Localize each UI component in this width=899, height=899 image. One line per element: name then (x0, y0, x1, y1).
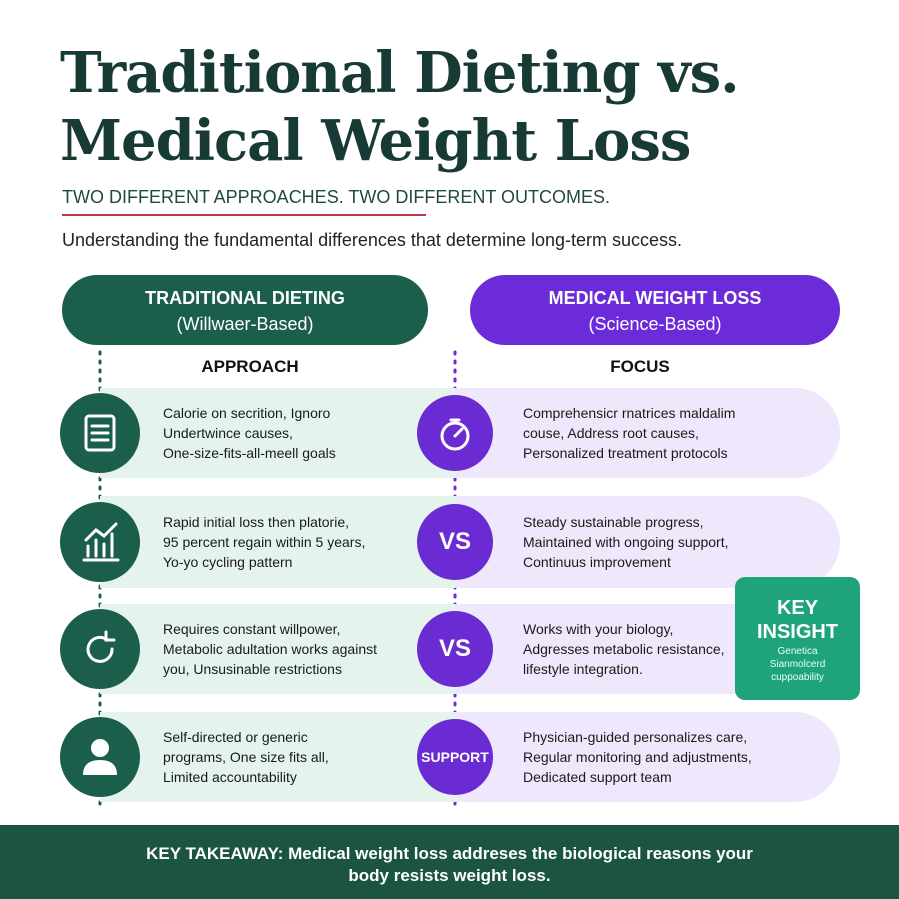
left-header: TRADITIONAL DIETING (Willwaer-Based) (62, 275, 428, 345)
insight-title: KEY INSIGHT (735, 596, 860, 644)
header-title: MEDICAL WEIGHT LOSS (548, 288, 762, 308)
row-text: Requires constant willpower, Metabolic ad… (163, 619, 377, 679)
insight-title-line: INSIGHT (756, 621, 839, 643)
row-text: Physician-guided personalizes care, Regul… (523, 727, 752, 787)
row-text: Steady sustainable progress, Maintained w… (523, 512, 728, 572)
title: Traditional Dieting vs. (60, 40, 740, 106)
footer-line: body resists weight loss. (348, 866, 551, 885)
subtitle: TWO DIFFERENT APPROACHES. TWO DIFFERENT … (62, 187, 611, 207)
icon-glyphs (82, 414, 470, 663)
row-line: Rapid initial loss then platorie, (163, 514, 349, 530)
middle-label: VS (438, 528, 471, 555)
insight-line: cuppoability (771, 672, 824, 683)
row-line: Personalized treatment protocols (523, 445, 728, 461)
row-line: Works with your biology, (523, 621, 674, 637)
footer-line: KEY TAKEAWAY: Medical weight loss addres… (146, 844, 753, 863)
row-line: One-size-fits-all-meell goals (163, 445, 336, 461)
header-title: TRADITIONAL DIETING (145, 288, 345, 308)
row-line: Steady sustainable progress, (523, 514, 704, 530)
row-line: programs, One size fits all, (163, 749, 329, 765)
header-subtitle: (Willwaer-Based) (176, 314, 314, 334)
row-line: Requires constant willpower, (163, 621, 341, 637)
row-line: lifestyle integration. (523, 661, 643, 677)
insight-box (735, 577, 860, 700)
row-line: Continuus improvement (523, 554, 671, 570)
row-text: Self-directed or generic programs, One si… (163, 727, 329, 787)
title: Medical Weight Loss (60, 108, 691, 174)
row-line: Dedicated support team (523, 769, 672, 785)
row-line: 95 percent regain within 5 years, (163, 534, 366, 550)
row-text: Calorie on secrition, Ignoro Undertwince … (163, 403, 336, 463)
row-line: Limited accountability (163, 769, 297, 785)
row-text: Comprehensicr rnatrices maldalim couse, A… (523, 403, 735, 463)
row-line: Physician-guided personalizes care, (523, 729, 748, 745)
middle-label: SUPPORT (421, 749, 489, 765)
column-label: APPROACH (201, 357, 299, 376)
intro: Understanding the fundamental difference… (62, 230, 683, 250)
row-line: Metabolic adultation works against (163, 641, 378, 657)
row-line: Regular monitoring and adjustments, (523, 749, 752, 765)
row-text: Rapid initial loss then platorie, 95 perc… (163, 512, 365, 572)
row-bands (100, 388, 840, 802)
row-line: Undertwince causes, (163, 425, 293, 441)
row-line: Maintained with ongoing support, (523, 534, 729, 550)
row-text: Works with your biology, Adgresses metabo… (523, 619, 725, 679)
right-header: MEDICAL WEIGHT LOSS (Science-Based) (470, 275, 840, 345)
insight-line: Genetica (777, 646, 818, 657)
row-line: couse, Address root causes, (523, 425, 699, 441)
row-line: Comprehensicr rnatrices maldalim (523, 405, 736, 421)
insight-line: Sianmolcerd (769, 659, 826, 670)
insight-text: Genetica Sianmolcerd cuppoability (735, 645, 860, 684)
footer: KEY TAKEAWAY: Medical weight loss addres… (0, 843, 899, 887)
middle-label: VS (438, 635, 471, 662)
insight-title-line: KEY (776, 597, 819, 619)
middle-icons (417, 395, 493, 795)
footer-band (0, 825, 899, 899)
person-icon (83, 739, 117, 775)
column-label: FOCUS (610, 357, 670, 376)
row-line: you, Unsusinable restrictions (163, 661, 342, 677)
row-line: Yo-yo cycling pattern (163, 554, 293, 570)
row-line: Adgresses metabolic resistance, (523, 641, 725, 657)
row-line: Calorie on secrition, Ignoro (163, 405, 331, 421)
row-line: Self-directed or generic (163, 729, 308, 745)
header-subtitle: (Science-Based) (588, 314, 722, 334)
